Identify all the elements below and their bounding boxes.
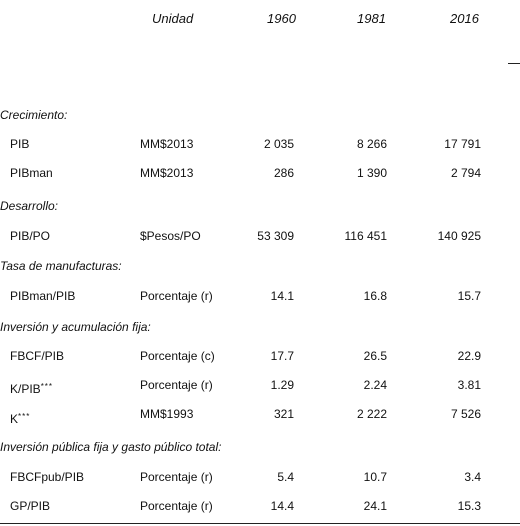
row-unit: Porcentaje (r) bbox=[140, 289, 213, 303]
value-1960: 14.4 bbox=[270, 499, 294, 513]
header-year-1960: 1960 bbox=[267, 11, 296, 26]
value-1981: 2 222 bbox=[356, 407, 387, 421]
section-title: Desarrollo: bbox=[0, 199, 59, 213]
value-2016: 15.7 bbox=[457, 289, 481, 303]
section-title: Crecimiento: bbox=[0, 108, 68, 122]
value-1960: 1.29 bbox=[270, 378, 294, 392]
footnote-marker: *** bbox=[40, 382, 54, 391]
row-label: K *** bbox=[10, 412, 29, 426]
row-label: K/PIB *** bbox=[10, 382, 52, 396]
value-2016: 3.81 bbox=[457, 378, 481, 392]
row-unit: Porcentaje (r) bbox=[140, 470, 213, 484]
table-row: PIBman MM$2013 286 1 390 2 794 bbox=[0, 166, 520, 186]
row-unit: Porcentaje (r) bbox=[140, 499, 213, 513]
table-row: K *** MM$1993 321 2 222 7 526 bbox=[0, 407, 520, 427]
header-unidad: Unidad bbox=[152, 11, 194, 26]
value-1960: 14.1 bbox=[270, 289, 294, 303]
row-label: GP/PIB bbox=[10, 499, 51, 513]
value-1981: 24.1 bbox=[363, 499, 387, 513]
table-row: FBCF/PIB Porcentaje (c) 17.7 26.5 22.9 bbox=[0, 349, 520, 369]
row-label: FBCF/PIB bbox=[10, 349, 65, 363]
section-title: Inversión y acumulación fija: bbox=[0, 320, 151, 334]
row-unit: Porcentaje (c) bbox=[140, 349, 215, 363]
row-label: PIBman bbox=[10, 166, 53, 180]
row-label: FBCFpub/PIB bbox=[10, 470, 85, 484]
value-1981: 2.24 bbox=[363, 378, 387, 392]
value-1960: 53 309 bbox=[257, 229, 294, 243]
header-year-2016: 2016 bbox=[450, 11, 479, 26]
value-1960: 286 bbox=[273, 166, 294, 180]
table-row: FBCFpub/PIB Porcentaje (r) 5.4 10.7 3.4 bbox=[0, 470, 520, 490]
value-2016: 15.3 bbox=[457, 499, 481, 513]
value-1981: 10.7 bbox=[363, 470, 387, 484]
value-2016: 22.9 bbox=[457, 349, 481, 363]
value-1981: 1 390 bbox=[356, 166, 387, 180]
value-1960: 321 bbox=[273, 407, 294, 421]
table-row: PIB/PO $Pesos/PO 53 309 116 451 140 925 bbox=[0, 229, 520, 249]
value-2016: 2 794 bbox=[450, 166, 481, 180]
value-2016: 17 791 bbox=[444, 137, 481, 151]
row-label: PIB bbox=[10, 137, 30, 151]
table-row: GP/PIB Porcentaje (r) 14.4 24.1 15.3 bbox=[0, 499, 520, 519]
value-1981: 8 266 bbox=[356, 137, 387, 151]
row-unit: MM$1993 bbox=[140, 407, 194, 421]
row-unit: Porcentaje (r) bbox=[140, 378, 213, 392]
value-1960: 2 035 bbox=[263, 137, 294, 151]
row-unit: $Pesos/PO bbox=[140, 229, 201, 243]
value-2016: 7 526 bbox=[450, 407, 481, 421]
value-1960: 5.4 bbox=[277, 470, 294, 484]
table-row: PIBman/PIB Porcentaje (r) 14.1 16.8 15.7 bbox=[0, 289, 520, 309]
value-1981: 26.5 bbox=[363, 349, 387, 363]
row-label-text: K bbox=[10, 412, 19, 426]
row-label: PIBman/PIB bbox=[10, 289, 76, 303]
row-label: PIB/PO bbox=[10, 229, 51, 243]
section-title: Tasa de manufacturas: bbox=[0, 259, 122, 273]
value-2016: 140 925 bbox=[437, 229, 481, 243]
header-dash bbox=[508, 63, 520, 64]
value-2016: 3.4 bbox=[464, 470, 481, 484]
table-row: PIB MM$2013 2 035 8 266 17 791 bbox=[0, 137, 520, 157]
value-1981: 16.8 bbox=[363, 289, 387, 303]
table-bottom-rule bbox=[0, 523, 520, 524]
footnote-marker: *** bbox=[18, 412, 31, 421]
header-year-1981: 1981 bbox=[357, 11, 386, 26]
row-unit: MM$2013 bbox=[140, 137, 194, 151]
row-unit: MM$2013 bbox=[140, 166, 194, 180]
value-1981: 116 451 bbox=[344, 229, 388, 243]
row-label-text: K/PIB bbox=[10, 382, 41, 396]
value-1960: 17.7 bbox=[270, 349, 294, 363]
section-title: Inversión pública fija y gasto público t… bbox=[0, 440, 222, 454]
table-row: K/PIB *** Porcentaje (r) 1.29 2.24 3.81 bbox=[0, 378, 520, 398]
